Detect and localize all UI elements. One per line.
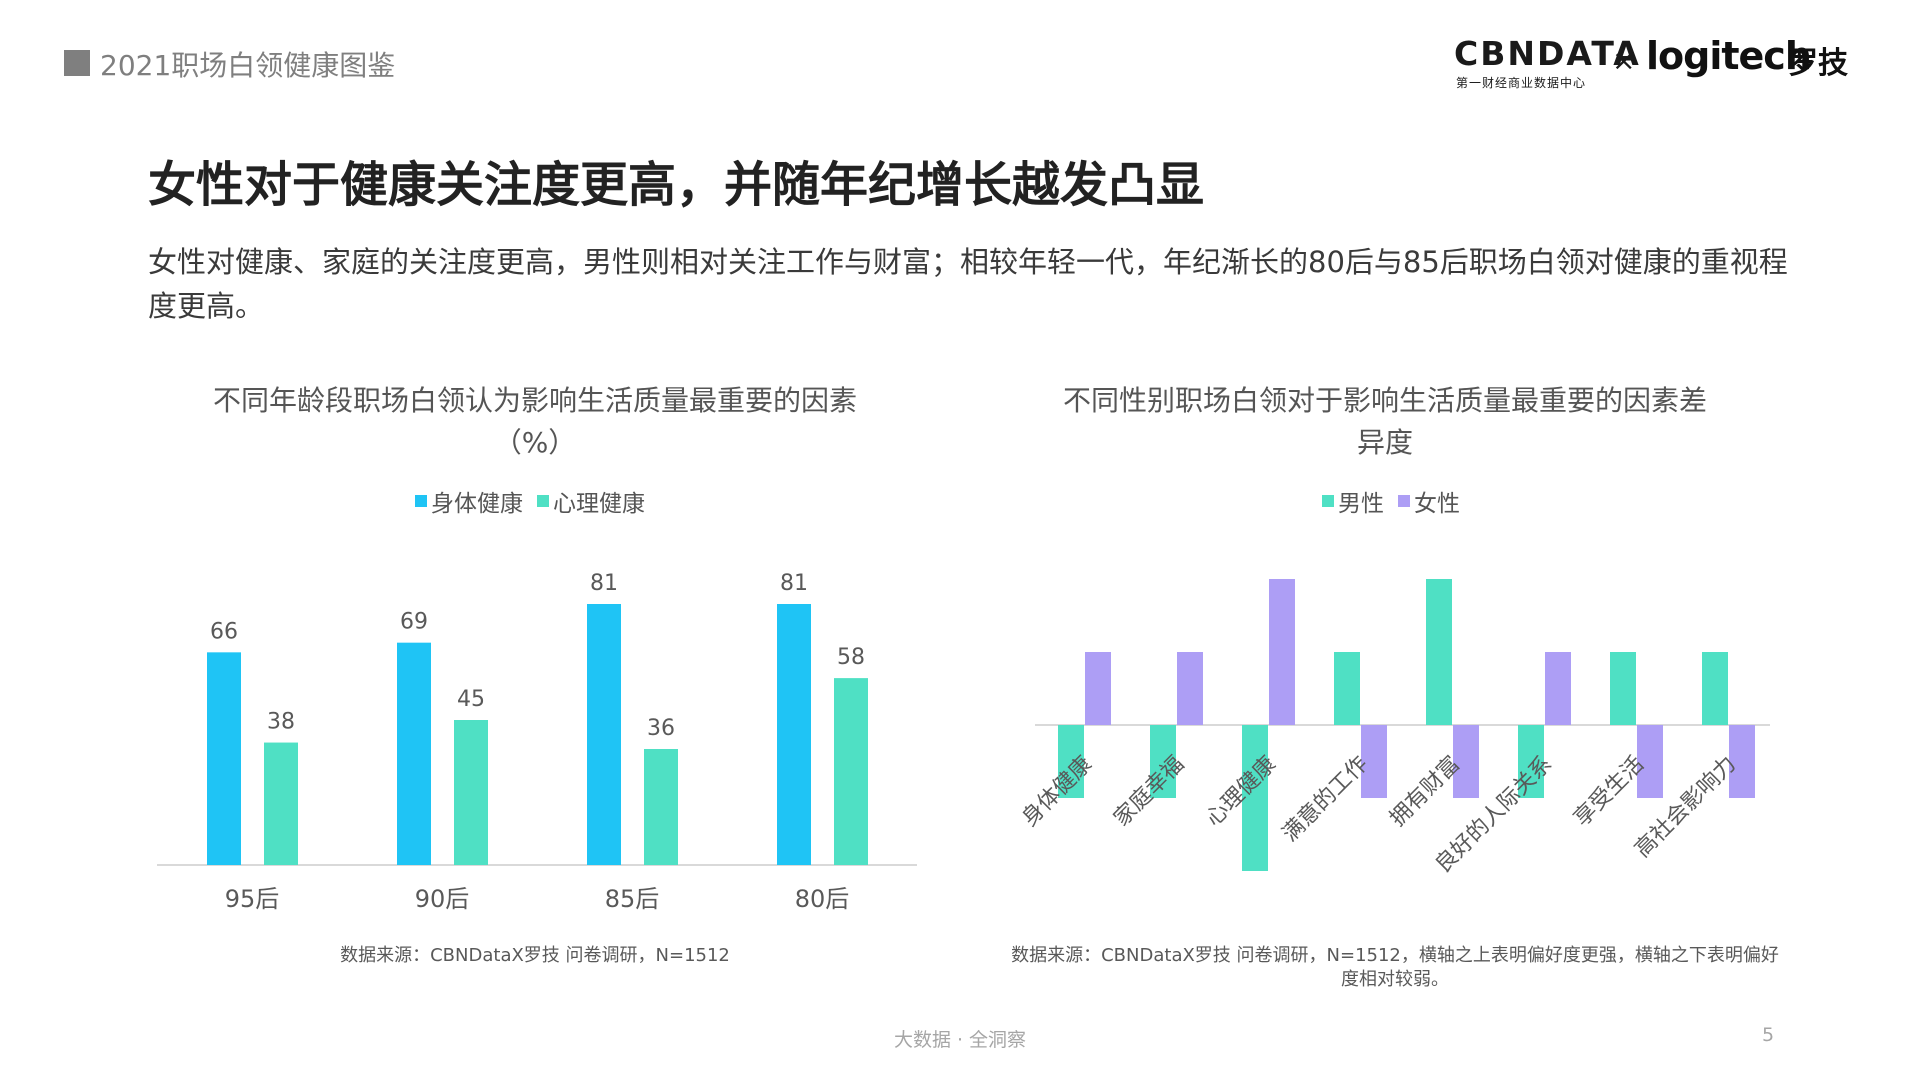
x-tick-label-身体健康: 身体健康 bbox=[1017, 752, 1097, 832]
data-label-90后-心理健康: 45 bbox=[457, 687, 485, 712]
bar-身体健康-女性 bbox=[1085, 652, 1111, 725]
x-tick-label-85后: 85后 bbox=[605, 885, 660, 913]
cbndata-logo-subtitle: 第一财经商业数据中心 bbox=[1456, 76, 1587, 90]
bar-85后-心理健康 bbox=[644, 749, 678, 865]
report-title: 2021职场白领健康图鉴 bbox=[100, 49, 396, 82]
bar-良好的人际关系-男性 bbox=[1518, 725, 1544, 798]
age-chart-legend: 身体健康 心理健康 bbox=[415, 484, 645, 518]
data-label-80后-身体健康: 81 bbox=[780, 571, 808, 596]
bar-心理健康-男性 bbox=[1242, 725, 1268, 871]
bar-95后-身体健康 bbox=[207, 652, 241, 865]
legend-swatch-female bbox=[1398, 495, 1410, 507]
logo-separator: × bbox=[1612, 44, 1636, 77]
bar-家庭幸福-女性 bbox=[1177, 652, 1203, 725]
age-chart-title: 不同年龄段职场白领认为影响生活质量最重要的因素（%） bbox=[212, 384, 857, 459]
page-subtitle: 女性对健康、家庭的关注度更高，男性则相对关注工作与财富；相较年轻一代，年纪渐长的… bbox=[148, 245, 1788, 323]
bar-享受生活-女性 bbox=[1637, 725, 1663, 798]
bar-拥有财富-男性 bbox=[1426, 579, 1452, 725]
cbndata-logo: CBNDATA bbox=[1454, 34, 1641, 73]
page-number: 5 bbox=[1762, 1024, 1775, 1046]
bar-心理健康-女性 bbox=[1269, 579, 1295, 725]
x-tick-label-家庭幸福: 家庭幸福 bbox=[1109, 752, 1189, 832]
bar-满意的工作-女性 bbox=[1361, 725, 1387, 798]
bar-家庭幸福-男性 bbox=[1150, 725, 1176, 798]
x-tick-label-95后: 95后 bbox=[225, 885, 280, 913]
legend-swatch-mental bbox=[537, 495, 549, 507]
x-tick-label-心理健康: 心理健康 bbox=[1201, 752, 1281, 832]
logitech-logo-cn: 罗技 bbox=[1788, 46, 1848, 81]
x-tick-label-80后: 80后 bbox=[795, 885, 850, 913]
x-tick-label-满意的工作: 满意的工作 bbox=[1278, 752, 1373, 847]
data-label-80后-心理健康: 58 bbox=[837, 645, 865, 670]
page-title: 女性对于健康关注度更高，并随年纪增长越发凸显 bbox=[148, 157, 1205, 213]
legend-label-female: 女性 bbox=[1414, 491, 1460, 517]
brand-logos: CBNDATA 第一财经商业数据中心 × logitech 罗技 bbox=[1440, 34, 1860, 94]
data-label-85后-心理健康: 36 bbox=[647, 716, 675, 741]
age-chart-source: 数据来源：CBNDataX罗技 问卷调研，N=1512 bbox=[340, 945, 730, 966]
data-label-95后-心理健康: 38 bbox=[267, 710, 295, 735]
bar-80后-身体健康 bbox=[777, 604, 811, 865]
legend-item-male: 男性 bbox=[1322, 484, 1384, 518]
data-label-95后-身体健康: 66 bbox=[210, 619, 238, 644]
header-marker bbox=[64, 50, 90, 76]
bar-身体健康-男性 bbox=[1058, 725, 1084, 798]
legend-item-physical: 身体健康 bbox=[415, 484, 523, 518]
footer-slogan: 大数据 · 全洞察 bbox=[893, 1029, 1027, 1051]
data-label-85后-身体健康: 81 bbox=[590, 571, 618, 596]
bar-拥有财富-女性 bbox=[1453, 725, 1479, 798]
legend-label-mental: 心理健康 bbox=[553, 491, 645, 517]
bar-高社会影响力-男性 bbox=[1702, 652, 1728, 725]
bar-良好的人际关系-女性 bbox=[1545, 652, 1571, 725]
legend-swatch-male bbox=[1322, 495, 1334, 507]
data-label-90后-身体健康: 69 bbox=[400, 610, 428, 635]
legend-label-male: 男性 bbox=[1338, 491, 1384, 517]
legend-swatch-physical bbox=[415, 495, 427, 507]
x-tick-label-90后: 90后 bbox=[415, 885, 470, 913]
bar-85后-身体健康 bbox=[587, 604, 621, 865]
bar-90后-身体健康 bbox=[397, 642, 431, 865]
legend-item-mental: 心理健康 bbox=[537, 484, 645, 518]
gender-chart-source: 数据来源：CBNDataX罗技 问卷调研，N=1512，横轴之上表明偏好度更强，… bbox=[1011, 945, 1779, 990]
legend-label-physical: 身体健康 bbox=[431, 491, 523, 517]
bar-享受生活-男性 bbox=[1610, 652, 1636, 725]
bar-80后-心理健康 bbox=[834, 678, 868, 865]
gender-chart-legend: 男性 女性 bbox=[1322, 484, 1460, 518]
logitech-logo: logitech bbox=[1646, 34, 1812, 78]
bar-满意的工作-男性 bbox=[1334, 652, 1360, 725]
bar-90后-心理健康 bbox=[454, 720, 488, 865]
gender-chart-title: 不同性别职场白领对于影响生活质量最重要的因素差异度 bbox=[1062, 384, 1707, 459]
bar-高社会影响力-女性 bbox=[1729, 725, 1755, 798]
legend-item-female: 女性 bbox=[1398, 484, 1460, 518]
age-bar-chart: 66 38 95后 69 45 90后 81 36 85后 81 58 80后 bbox=[157, 571, 917, 913]
bar-95后-心理健康 bbox=[264, 742, 298, 865]
